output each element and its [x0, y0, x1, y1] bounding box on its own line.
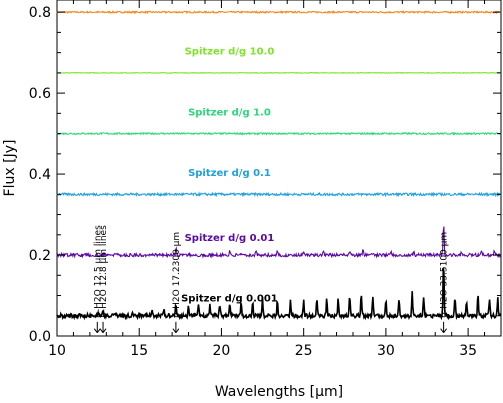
annotation-arrowhead-right-2: [175, 328, 180, 334]
annotation-arrowhead-right-3: [443, 328, 448, 334]
annotation-label-2: o-H2O 17.2300 μm: [172, 232, 182, 318]
annotation-label-0: o-H2O 12.5 μm lines: [93, 225, 103, 318]
annotation-label-1: p-H2O 12.8 μm lines: [99, 225, 109, 318]
annotation-arrowhead-left-2: [172, 328, 177, 334]
series-line-5: [56, 268, 502, 321]
plot-frame: [56, 0, 502, 337]
x-tick-label: 35: [459, 343, 477, 359]
x-tick-label: 15: [130, 343, 148, 359]
series-label-2: Spitzer d/g 1.0: [188, 107, 271, 118]
y-tick-label: 0.2: [29, 248, 51, 264]
y-tick-label: 0.0: [29, 329, 51, 345]
y-tick-label: 0.4: [29, 167, 51, 183]
series-label-5: Spitzer d/g 0.001: [181, 294, 278, 305]
y-tick-label: 0.6: [29, 86, 51, 102]
annotation-arrowhead-left-1: [99, 328, 104, 334]
y-tick-label: 0.8: [29, 5, 51, 21]
annotation-arrowhead-right-0: [96, 328, 101, 334]
x-tick-label: 20: [213, 343, 231, 359]
annotation-arrowhead-left-3: [440, 328, 445, 334]
annotation-label-3: o-H2O 33.5100 μm: [440, 232, 450, 318]
series-label-4: Spitzer d/g 0.01: [185, 233, 275, 244]
series-line-2: [56, 131, 502, 136]
x-tick-label: 25: [295, 343, 313, 359]
y-axis-title: Flux [Jy]: [2, 140, 18, 197]
series-layer: [56, 10, 502, 321]
series-line-3: [56, 191, 502, 198]
series-label-1: Spitzer d/g 10.0: [185, 47, 275, 58]
series-line-4: [56, 226, 502, 259]
x-axis-title: Wavelengths [μm]: [215, 384, 343, 400]
series-line-0: [56, 10, 502, 15]
annotation-arrowhead-left-0: [93, 328, 98, 334]
series-label-3: Spitzer d/g 0.1: [188, 168, 271, 179]
x-tick-label: 30: [377, 343, 395, 359]
annotation-arrowhead-right-1: [102, 328, 107, 334]
series-line-1: [56, 71, 502, 74]
x-tick-label: 10: [48, 343, 66, 359]
tick-layer: 10 15 20 25 30 35 0.0 0.2 0.4 0.6 0.8: [29, 0, 502, 359]
